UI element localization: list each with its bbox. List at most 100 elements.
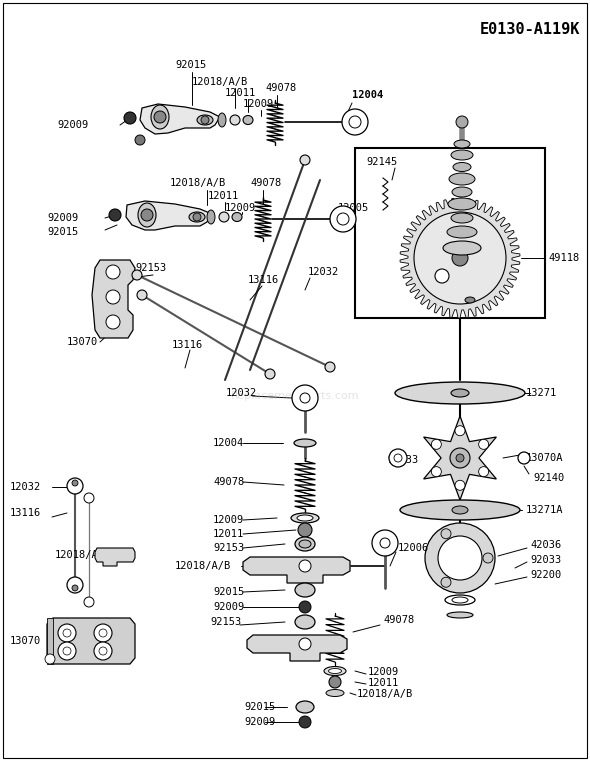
Text: 13271A: 13271A <box>526 505 563 515</box>
Text: 12018/A/B: 12018/A/B <box>170 178 226 188</box>
Circle shape <box>67 478 83 494</box>
Circle shape <box>435 269 449 283</box>
Text: E0130-A119K: E0130-A119K <box>480 22 580 37</box>
Text: 92033: 92033 <box>387 455 418 465</box>
Ellipse shape <box>447 612 473 618</box>
Circle shape <box>456 116 468 128</box>
Bar <box>355 148 545 318</box>
Circle shape <box>300 155 310 165</box>
Text: 12032: 12032 <box>226 388 257 398</box>
Ellipse shape <box>218 113 226 127</box>
Text: 13116: 13116 <box>172 340 203 350</box>
Circle shape <box>84 597 94 607</box>
Text: 49078: 49078 <box>250 178 281 188</box>
Circle shape <box>106 290 120 304</box>
Polygon shape <box>47 618 53 664</box>
Polygon shape <box>126 201 212 230</box>
Circle shape <box>72 480 78 486</box>
Circle shape <box>292 385 318 411</box>
Circle shape <box>94 624 112 642</box>
Text: 92009: 92009 <box>213 602 244 612</box>
Ellipse shape <box>297 515 313 521</box>
Ellipse shape <box>451 150 473 160</box>
Text: 12032: 12032 <box>10 482 41 492</box>
Ellipse shape <box>299 540 311 548</box>
Text: 92153: 92153 <box>210 617 241 627</box>
Ellipse shape <box>151 105 169 129</box>
Text: 49078: 49078 <box>383 615 414 625</box>
Text: 49078: 49078 <box>213 477 244 487</box>
Circle shape <box>72 585 78 591</box>
Circle shape <box>265 369 275 379</box>
Circle shape <box>99 629 107 637</box>
Circle shape <box>106 265 120 279</box>
Circle shape <box>394 454 402 462</box>
Circle shape <box>58 624 76 642</box>
Text: 12005: 12005 <box>338 203 369 213</box>
Text: 92033: 92033 <box>530 555 561 565</box>
Polygon shape <box>95 548 135 566</box>
Ellipse shape <box>445 595 475 605</box>
Text: 92015: 92015 <box>213 587 244 597</box>
Circle shape <box>299 601 311 613</box>
Text: 12011: 12011 <box>225 88 256 98</box>
Circle shape <box>135 135 145 145</box>
Text: 12009: 12009 <box>213 515 244 525</box>
Circle shape <box>518 452 530 464</box>
Circle shape <box>431 466 441 476</box>
Ellipse shape <box>452 597 468 603</box>
Circle shape <box>124 112 136 124</box>
Text: 12009: 12009 <box>225 203 256 213</box>
Circle shape <box>425 523 495 593</box>
Text: 12018/A/B: 12018/A/B <box>175 561 231 571</box>
Text: 12032: 12032 <box>308 267 339 277</box>
Circle shape <box>298 523 312 537</box>
Circle shape <box>337 213 349 225</box>
Circle shape <box>441 529 451 539</box>
Ellipse shape <box>219 212 229 222</box>
Circle shape <box>329 676 341 688</box>
Text: 12009: 12009 <box>243 99 274 109</box>
Text: 42036: 42036 <box>530 540 561 550</box>
Ellipse shape <box>243 116 253 125</box>
Ellipse shape <box>451 389 469 397</box>
Ellipse shape <box>295 537 315 551</box>
Ellipse shape <box>295 583 315 597</box>
Circle shape <box>325 362 335 372</box>
Ellipse shape <box>447 226 477 238</box>
Text: 12009: 12009 <box>368 667 399 677</box>
Circle shape <box>441 578 451 587</box>
Text: 92145: 92145 <box>366 157 397 167</box>
Ellipse shape <box>295 615 315 629</box>
Ellipse shape <box>400 500 520 520</box>
Polygon shape <box>140 104 220 134</box>
Ellipse shape <box>207 210 215 224</box>
Circle shape <box>63 629 71 637</box>
Polygon shape <box>400 198 520 318</box>
Circle shape <box>342 109 368 135</box>
Ellipse shape <box>395 382 525 404</box>
Polygon shape <box>92 260 135 338</box>
Circle shape <box>330 206 356 232</box>
Ellipse shape <box>448 198 476 210</box>
Text: 12004: 12004 <box>352 90 384 100</box>
Circle shape <box>109 209 121 221</box>
Text: ReplacementParts.com: ReplacementParts.com <box>231 390 359 401</box>
Circle shape <box>299 638 311 650</box>
Circle shape <box>63 647 71 655</box>
Circle shape <box>201 116 209 124</box>
Circle shape <box>45 654 55 664</box>
Text: 92200: 92200 <box>530 570 561 580</box>
Ellipse shape <box>296 701 314 713</box>
Text: 92015: 92015 <box>244 702 276 712</box>
Text: 13116: 13116 <box>248 275 279 285</box>
Text: 13271: 13271 <box>526 388 557 398</box>
Circle shape <box>299 560 311 572</box>
Text: 92015: 92015 <box>47 227 78 237</box>
Ellipse shape <box>232 212 242 221</box>
Text: 12011: 12011 <box>208 191 240 201</box>
Circle shape <box>431 439 441 449</box>
Circle shape <box>99 647 107 655</box>
Circle shape <box>372 530 398 556</box>
Circle shape <box>137 290 147 300</box>
